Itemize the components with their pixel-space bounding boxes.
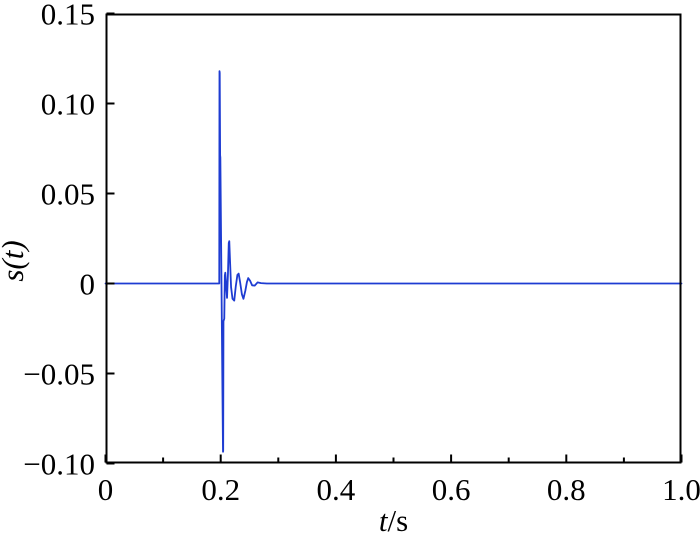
y-tick-label: −0.10 — [23, 447, 95, 482]
y-tick-label: 0.05 — [41, 177, 95, 212]
x-tick-label: 0.2 — [201, 472, 240, 507]
x-tick-label: 1.0 — [662, 472, 700, 507]
y-tick-label: −0.05 — [23, 357, 95, 392]
x-axis-label-variable: t — [379, 503, 389, 538]
x-tick-label: 0.6 — [432, 472, 471, 507]
y-tick-label: 0 — [80, 267, 96, 302]
x-axis-label: t/s — [379, 503, 408, 538]
signal-series — [104, 70, 683, 453]
y-tick-label: 0.10 — [41, 87, 95, 122]
y-tick-label: 0.15 — [41, 0, 95, 32]
signal-line — [104, 70, 683, 453]
x-tick-label: 0.8 — [547, 472, 586, 507]
y-axis-label: s(t) — [0, 240, 30, 281]
x-tick-label: 0 — [98, 472, 114, 507]
x-tick-label: 0.4 — [317, 472, 356, 507]
plot-frame — [105, 13, 682, 464]
x-axis-label-unit: /s — [387, 503, 408, 538]
axis-tick-labels: 0 0.2 0.4 0.6 0.8 1.0 −0.10 −0.05 0 0.05 0.10 0.15 — [23, 0, 700, 507]
axis-ticks — [104, 12, 683, 465]
